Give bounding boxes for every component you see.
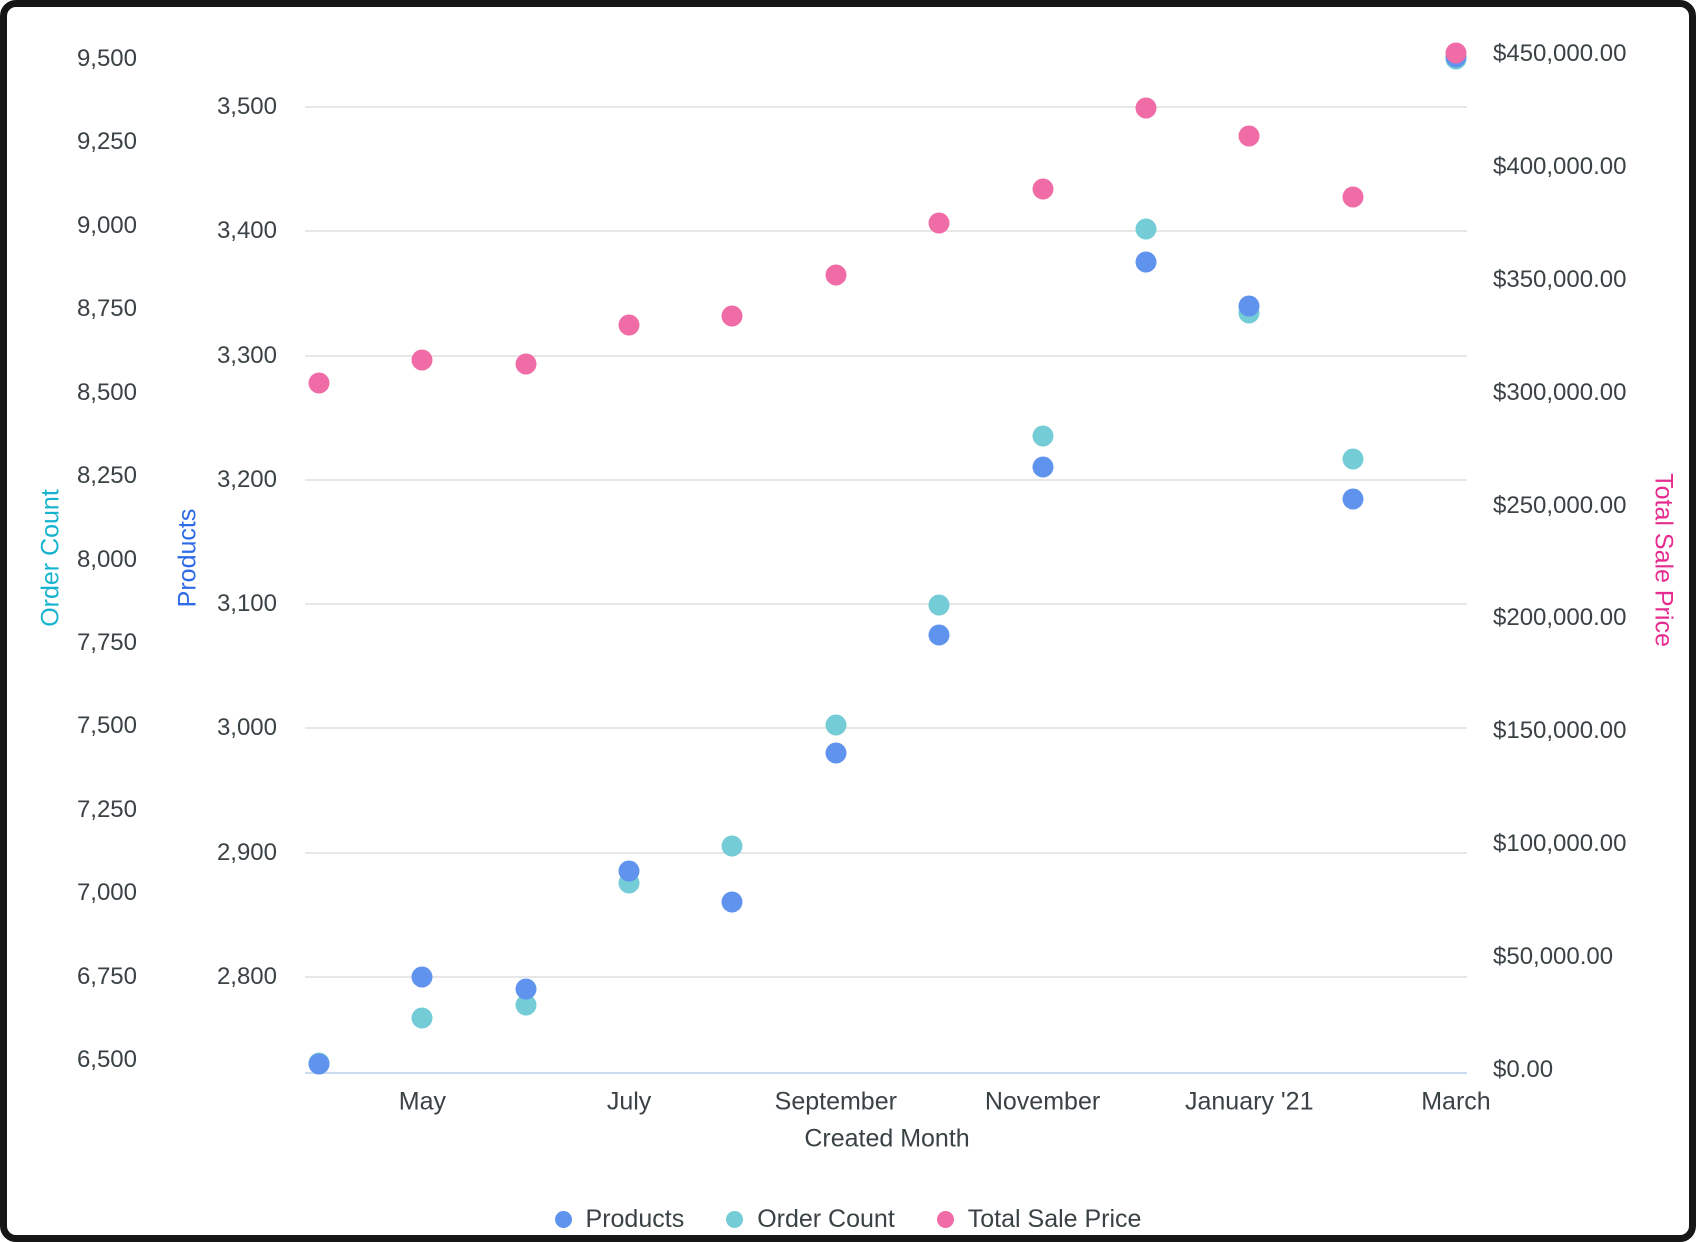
- x-axis-title: Created Month: [804, 1124, 970, 1153]
- y-tick-products: 3,300: [216, 341, 277, 369]
- y-tick-total-sale-price: $150,000.00: [1493, 717, 1627, 745]
- y-tick-total-sale-price: $50,000.00: [1493, 943, 1614, 971]
- y-tick-order-count: 7,000: [76, 879, 137, 907]
- data-point-total-sale-price[interactable]: [928, 212, 950, 234]
- y-tick-order-count: 8,000: [76, 545, 137, 573]
- y-tick-order-count: 6,750: [76, 962, 137, 990]
- y-tick-products: 3,400: [216, 217, 277, 245]
- y-tick-order-count: 8,500: [76, 378, 137, 406]
- data-point-total-sale-price[interactable]: [515, 353, 537, 375]
- data-point-total-sale-price[interactable]: [411, 349, 433, 371]
- products-swatch-icon: [554, 1211, 572, 1228]
- chart-legend: Products Order Count Total Sale Price: [7, 1205, 1689, 1234]
- gridline: [305, 106, 1467, 108]
- data-point-products[interactable]: [928, 624, 950, 646]
- x-tick-label: May: [398, 1087, 446, 1116]
- data-point-total-sale-price[interactable]: [1342, 186, 1364, 208]
- data-point-total-sale-price[interactable]: [721, 305, 743, 327]
- y-tick-total-sale-price: $0.00: [1493, 1056, 1554, 1083]
- data-point-total-sale-price[interactable]: [1135, 97, 1157, 119]
- y-tick-order-count: 7,250: [76, 795, 137, 823]
- data-point-total-sale-price[interactable]: [1032, 178, 1054, 200]
- y-tick-order-count: 7,750: [76, 628, 137, 656]
- products-axis-title: Products: [173, 508, 202, 608]
- scatter-chart: Order Count Products Total Sale Price Cr…: [7, 7, 1689, 1235]
- total-sale-price-axis-title: Total Sale Price: [1649, 473, 1678, 647]
- y-tick-order-count: 9,250: [76, 128, 137, 156]
- gridline: [305, 603, 1467, 606]
- data-point-total-sale-price[interactable]: [1445, 42, 1467, 64]
- data-point-products[interactable]: [1342, 488, 1364, 509]
- gridline: [305, 230, 1467, 233]
- x-tick-label: July: [606, 1087, 652, 1116]
- data-point-total-sale-price[interactable]: [1238, 125, 1260, 147]
- x-tick-label: September: [774, 1087, 897, 1116]
- order-count-axis-title: Order Count: [36, 489, 65, 627]
- data-point-products[interactable]: [825, 742, 847, 764]
- y-tick-total-sale-price: $300,000.00: [1493, 378, 1627, 406]
- y-tick-products: 2,900: [216, 838, 277, 866]
- y-tick-total-sale-price: $200,000.00: [1493, 604, 1627, 632]
- legend-item-total-sale-price[interactable]: Total Sale Price: [936, 1205, 1142, 1234]
- y-tick-order-count: 8,250: [76, 462, 137, 490]
- data-point-order-count[interactable]: [721, 835, 743, 857]
- data-point-products[interactable]: [308, 1053, 330, 1075]
- y-tick-products: 3,200: [216, 465, 277, 493]
- x-axis-baseline: [305, 1072, 1467, 1074]
- legend-item-products[interactable]: Products: [554, 1205, 685, 1234]
- legend-item-order-count[interactable]: Order Count: [726, 1205, 895, 1234]
- data-point-products[interactable]: [618, 860, 640, 882]
- gridline: [305, 354, 1467, 357]
- gridline: [305, 727, 1467, 730]
- y-tick-total-sale-price: $400,000.00: [1493, 152, 1627, 180]
- y-tick-order-count: 9,500: [76, 45, 137, 72]
- data-point-order-count[interactable]: [411, 1007, 433, 1029]
- y-tick-total-sale-price: $450,000.00: [1493, 40, 1627, 67]
- data-point-products[interactable]: [721, 891, 743, 913]
- data-point-total-sale-price[interactable]: [308, 372, 330, 394]
- legend-label: Products: [585, 1205, 685, 1233]
- x-tick-label: November: [984, 1087, 1101, 1116]
- data-point-products[interactable]: [1032, 456, 1054, 478]
- y-tick-order-count: 6,500: [76, 1046, 137, 1073]
- y-tick-products: 3,500: [216, 93, 277, 120]
- y-tick-total-sale-price: $350,000.00: [1493, 265, 1627, 293]
- data-point-products[interactable]: [515, 978, 537, 1000]
- y-tick-total-sale-price: $100,000.00: [1493, 830, 1627, 858]
- data-point-total-sale-price[interactable]: [618, 314, 640, 336]
- y-tick-order-count: 9,000: [76, 211, 137, 239]
- data-point-order-count[interactable]: [1342, 448, 1364, 470]
- x-tick-label: January '21: [1185, 1087, 1314, 1116]
- gridline: [305, 851, 1467, 854]
- gridline: [305, 976, 1467, 978]
- total-sale-price-swatch-icon: [936, 1211, 954, 1228]
- y-tick-order-count: 7,500: [76, 712, 137, 740]
- x-tick-label: March: [1421, 1087, 1491, 1116]
- data-point-total-sale-price[interactable]: [825, 264, 847, 286]
- data-point-order-count[interactable]: [928, 594, 950, 616]
- data-point-order-count[interactable]: [825, 714, 847, 736]
- y-tick-products: 3,000: [216, 714, 277, 742]
- order-count-swatch-icon: [726, 1211, 744, 1228]
- y-tick-total-sale-price: $250,000.00: [1493, 491, 1627, 519]
- data-point-order-count[interactable]: [1135, 218, 1157, 240]
- legend-label: Order Count: [757, 1205, 895, 1233]
- data-point-order-count[interactable]: [515, 994, 537, 1016]
- data-point-products[interactable]: [1238, 295, 1260, 317]
- data-point-products[interactable]: [1135, 251, 1157, 273]
- y-tick-products: 2,800: [216, 963, 277, 990]
- y-tick-order-count: 8,750: [76, 295, 137, 323]
- legend-label: Total Sale Price: [967, 1205, 1142, 1233]
- data-point-products[interactable]: [411, 966, 433, 988]
- data-point-order-count[interactable]: [1032, 425, 1054, 447]
- y-tick-products: 3,100: [216, 590, 277, 618]
- gridline: [305, 478, 1467, 481]
